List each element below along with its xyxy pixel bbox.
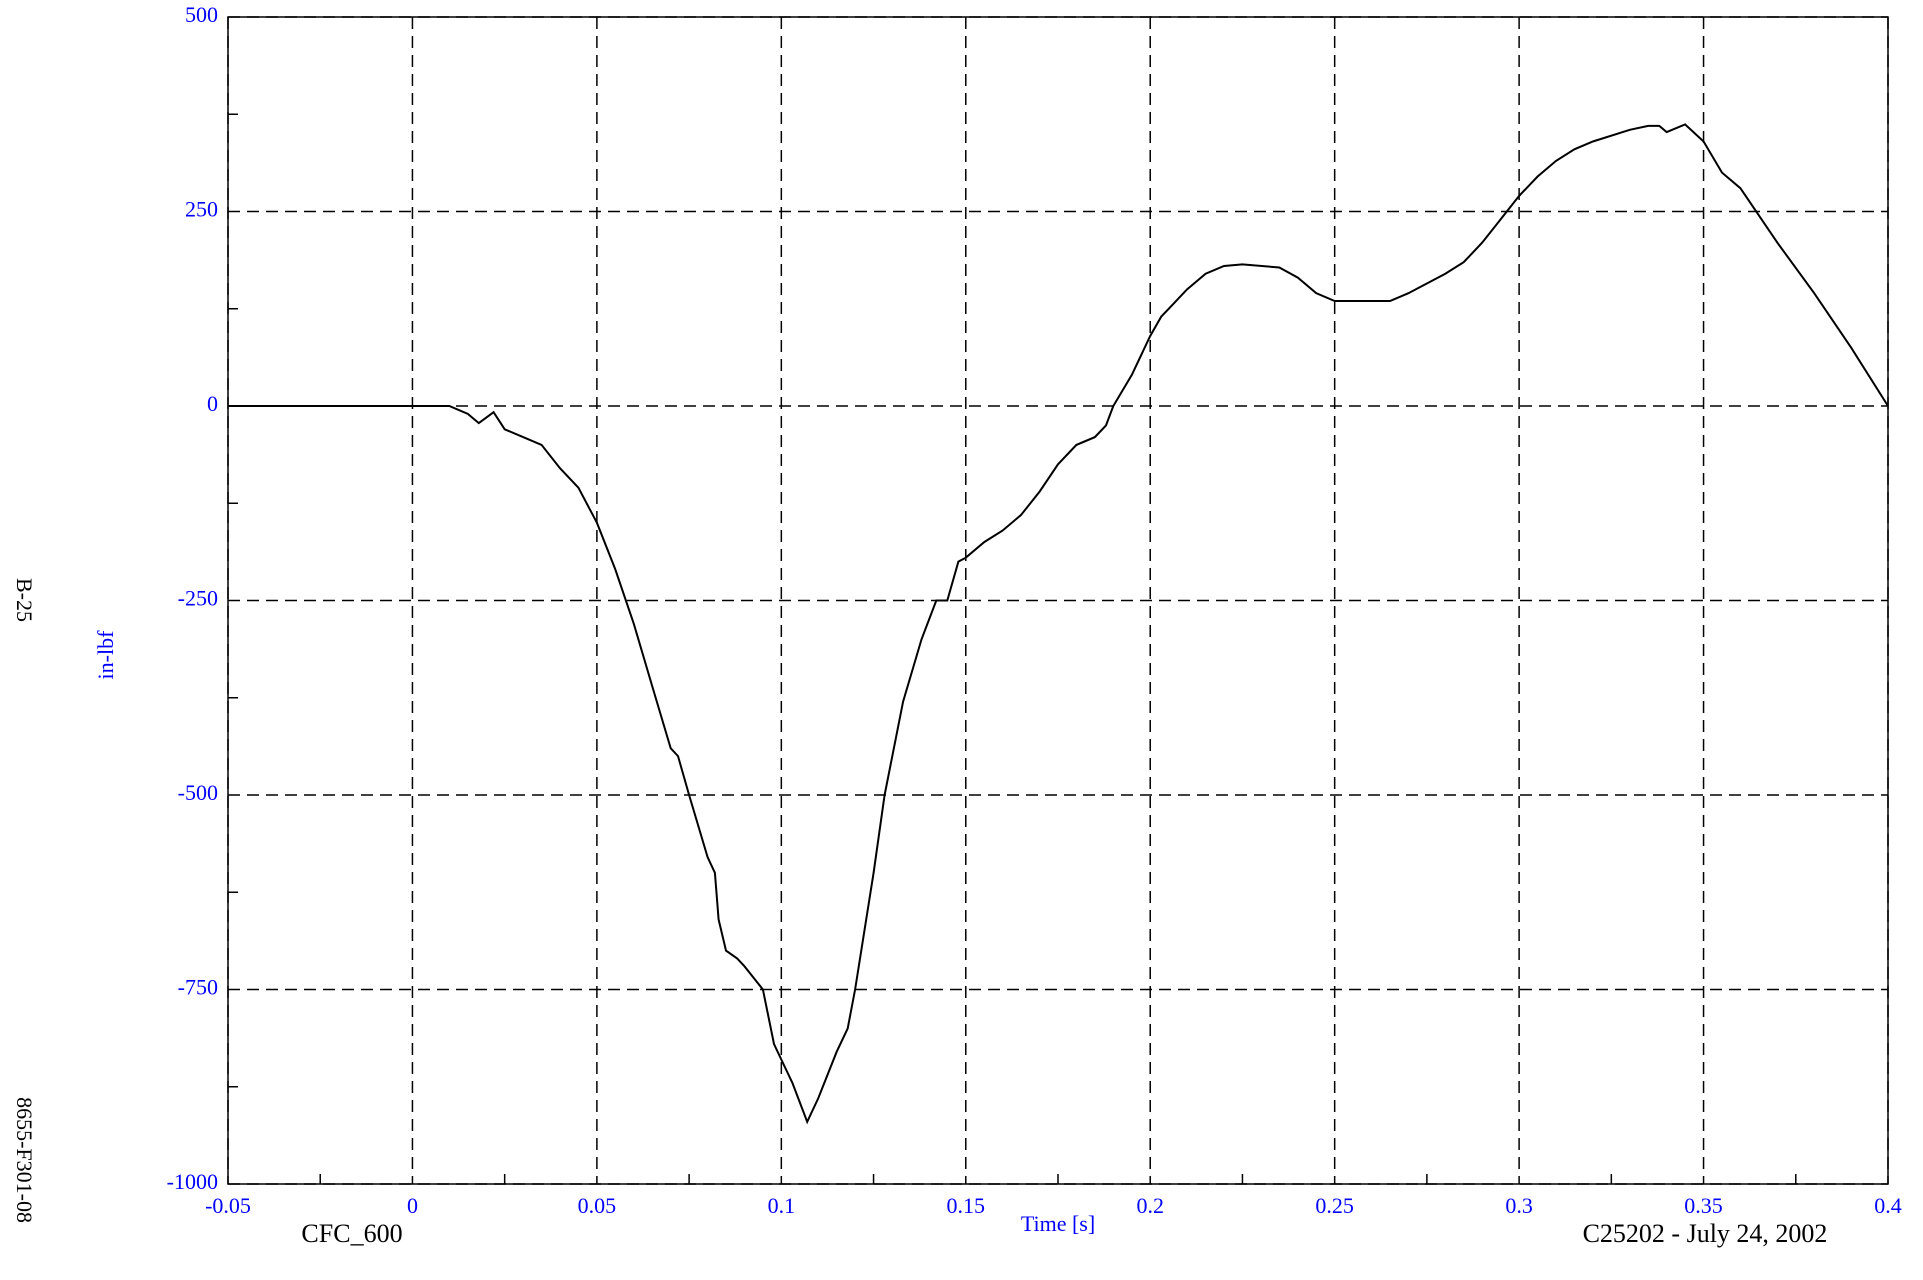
x-tick-label: 0.25 — [1315, 1193, 1354, 1218]
data-line — [228, 123, 1889, 1125]
note-left: CFC_600 — [301, 1219, 402, 1248]
x-tick-label: 0.1 — [768, 1193, 796, 1218]
note-right: C25202 - July 24, 2002 — [1583, 1219, 1828, 1248]
y-tick-label: -750 — [178, 975, 218, 1000]
y-tick-label: -250 — [178, 586, 218, 611]
x-tick-label: 0.2 — [1136, 1193, 1164, 1218]
x-axis-label: Time [s] — [1021, 1211, 1095, 1236]
x-tick-label: 0.05 — [578, 1193, 617, 1218]
side-label: 8655-F301-08 — [12, 1097, 37, 1223]
y-tick-label: -500 — [178, 780, 218, 805]
page-label: B-25 — [12, 578, 37, 622]
y-tick-label: -1000 — [167, 1169, 218, 1194]
y-tick-label: 0 — [207, 391, 218, 416]
y-axis-label: in-lbf — [93, 630, 118, 680]
x-tick-label: 0.3 — [1505, 1193, 1533, 1218]
y-tick-label: 250 — [185, 197, 218, 222]
y-tick-label: 500 — [185, 2, 218, 27]
x-tick-label: -0.05 — [205, 1193, 251, 1218]
x-tick-label: 0 — [407, 1193, 418, 1218]
x-tick-label: 0.35 — [1684, 1193, 1723, 1218]
x-tick-label: 0.15 — [947, 1193, 986, 1218]
plot-frame — [227, 16, 1889, 1185]
x-tick-label: 0.4 — [1874, 1193, 1902, 1218]
